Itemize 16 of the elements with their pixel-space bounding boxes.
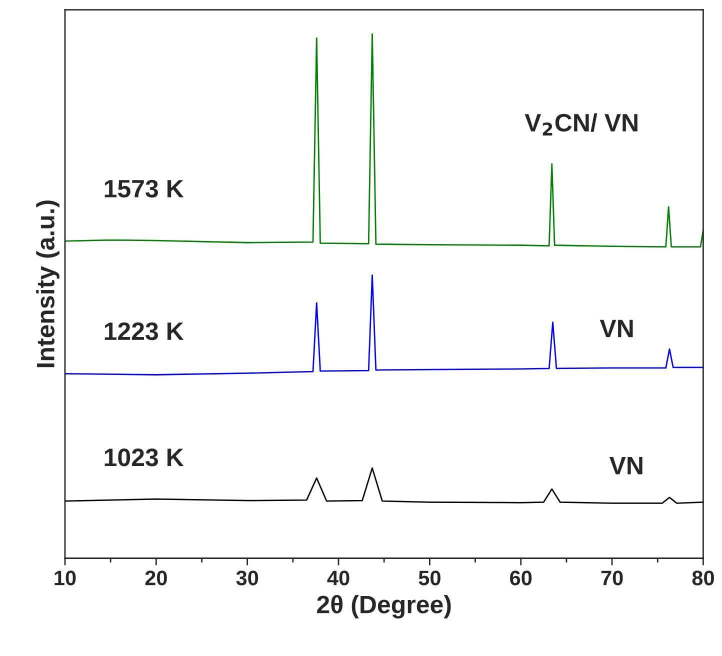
x-tick-label: 60	[510, 570, 532, 586]
x-tick-label: 70	[601, 570, 623, 586]
x-tick-label: 40	[327, 570, 350, 586]
x-tick-label: 30	[236, 570, 258, 586]
x-axis-title: 2θ (Degree)	[317, 595, 451, 618]
annotation: VN	[609, 457, 642, 474]
annotation: V$_{2}$CN/ VN	[524, 113, 638, 136]
x-tick-label: 10	[54, 570, 76, 586]
series-label: 1023 K	[104, 448, 184, 466]
annotation: VN	[600, 320, 633, 338]
y-axis-title: Intensity (a.u.)	[36, 200, 60, 368]
x-tick-label: 20	[145, 570, 167, 586]
series-label: 1223 K	[104, 322, 184, 340]
x-tick-label: 80	[692, 570, 714, 586]
x-tick-label: 50	[418, 570, 440, 586]
series-label: 1573 K	[104, 180, 184, 198]
